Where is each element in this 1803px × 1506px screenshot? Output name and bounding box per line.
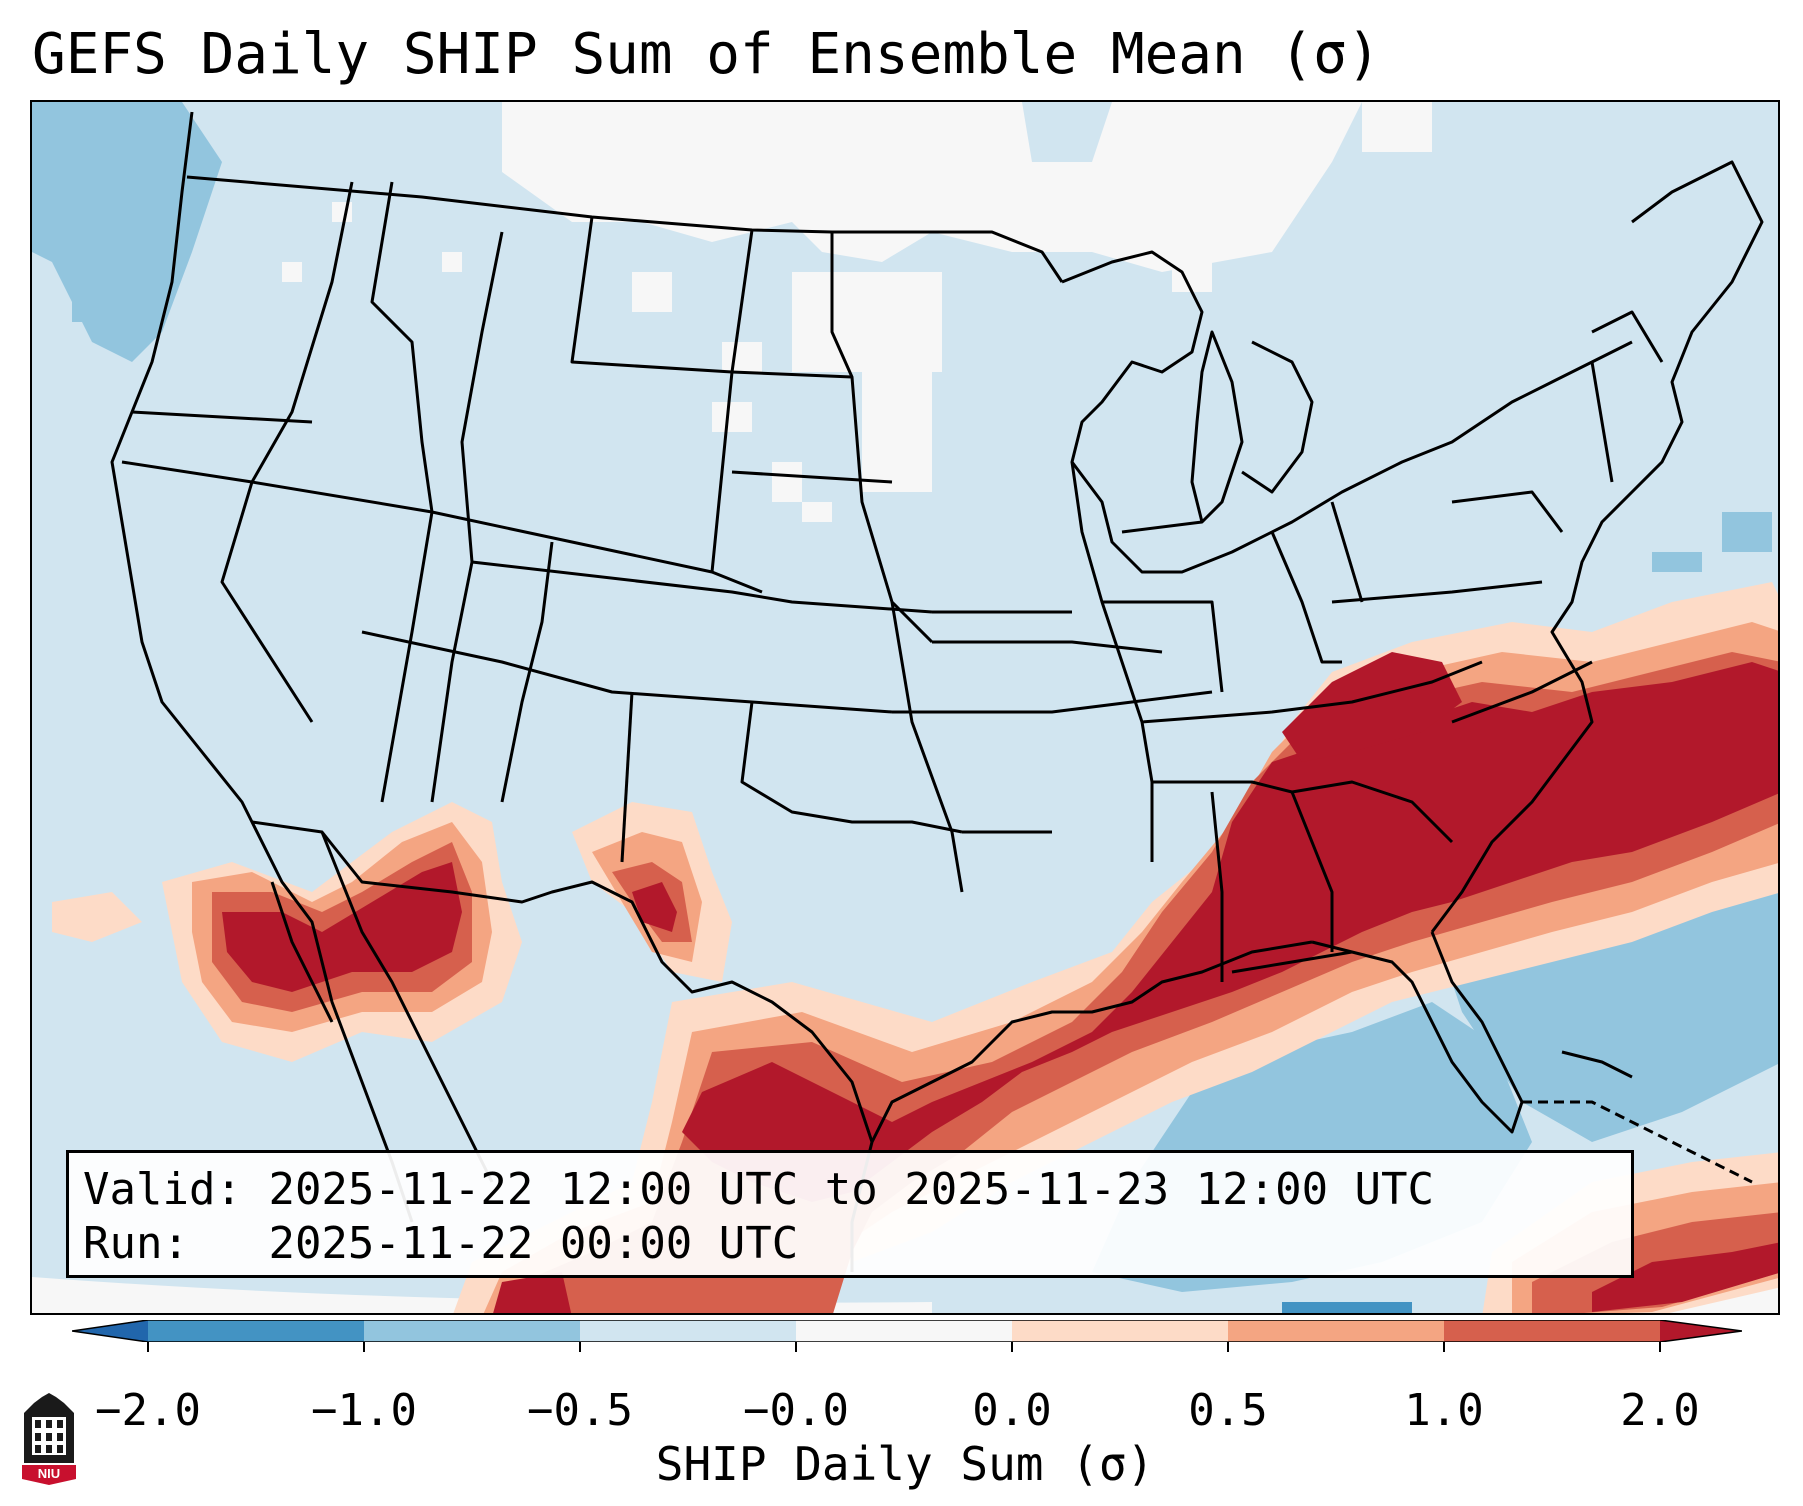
valid-label: Valid: [83,1164,242,1215]
colorbar-segment [580,1320,796,1342]
map-panel [30,100,1780,1315]
colorbar-segment [148,1320,364,1342]
colorbar-segment [796,1320,1012,1342]
colorbar-tick-mark [795,1342,797,1352]
near-zero-patches [32,102,1778,1313]
colorbar-tick-mark [1443,1342,1445,1352]
colorbar-tick-mark [147,1342,149,1352]
run-value: 2025-11-22 00:00 UTC [268,1218,799,1269]
colorbar [72,1320,1742,1342]
colorbar-tick-label: 2.0 [1620,1385,1700,1436]
colorbar-tick-mark [1227,1342,1229,1352]
run-row: Run: 2025-11-22 00:00 UTC [83,1217,1631,1271]
colorbar-tick-mark [1659,1342,1661,1352]
colorbar-tick-label: 0.5 [1188,1385,1268,1436]
colorbar-under-arrow [72,1320,148,1342]
valid-value: 2025-11-22 12:00 UTC to 2025-11-23 12:00… [268,1164,1435,1215]
colorbar-segment [1012,1320,1228,1342]
colorbar-segment [364,1320,580,1342]
colorbar-tick-mark [363,1342,365,1352]
positive-anomaly-over [222,652,1778,1313]
valid-run-info-box: Valid: 2025-11-22 12:00 UTC to 2025-11-2… [66,1150,1634,1278]
valid-row: Valid: 2025-11-22 12:00 UTC to 2025-11-2… [83,1163,1631,1217]
colorbar-tick-label: 1.0 [1404,1385,1484,1436]
map-title: GEFS Daily SHIP Sum of Ensemble Mean (σ) [32,22,1381,87]
colorbar-segment [1228,1320,1444,1342]
run-label: Run: [83,1218,189,1269]
colorbar-tick-label: 0.0 [972,1385,1052,1436]
colorbar-tick-label: −2.0 [95,1385,201,1436]
colorbar-tick-label: −0.5 [527,1385,633,1436]
colorbar-tick-label: −1.0 [311,1385,417,1436]
colorbar-tick-mark [579,1342,581,1352]
map-canvas [32,102,1778,1313]
niu-logo: NIU [22,1393,76,1485]
colorbar-tick-mark [1011,1342,1013,1352]
colorbar-over-arrow [1660,1320,1742,1342]
political-boundaries [110,111,1764,1272]
colorbar-title: SHIP Daily Sum (σ) [655,1437,1155,1491]
strong-negative-area [1282,1302,1412,1313]
colorbar-segment [1444,1320,1660,1342]
niu-logo-text: NIU [38,1466,60,1481]
colorbar-tick-label: −0.0 [743,1385,849,1436]
